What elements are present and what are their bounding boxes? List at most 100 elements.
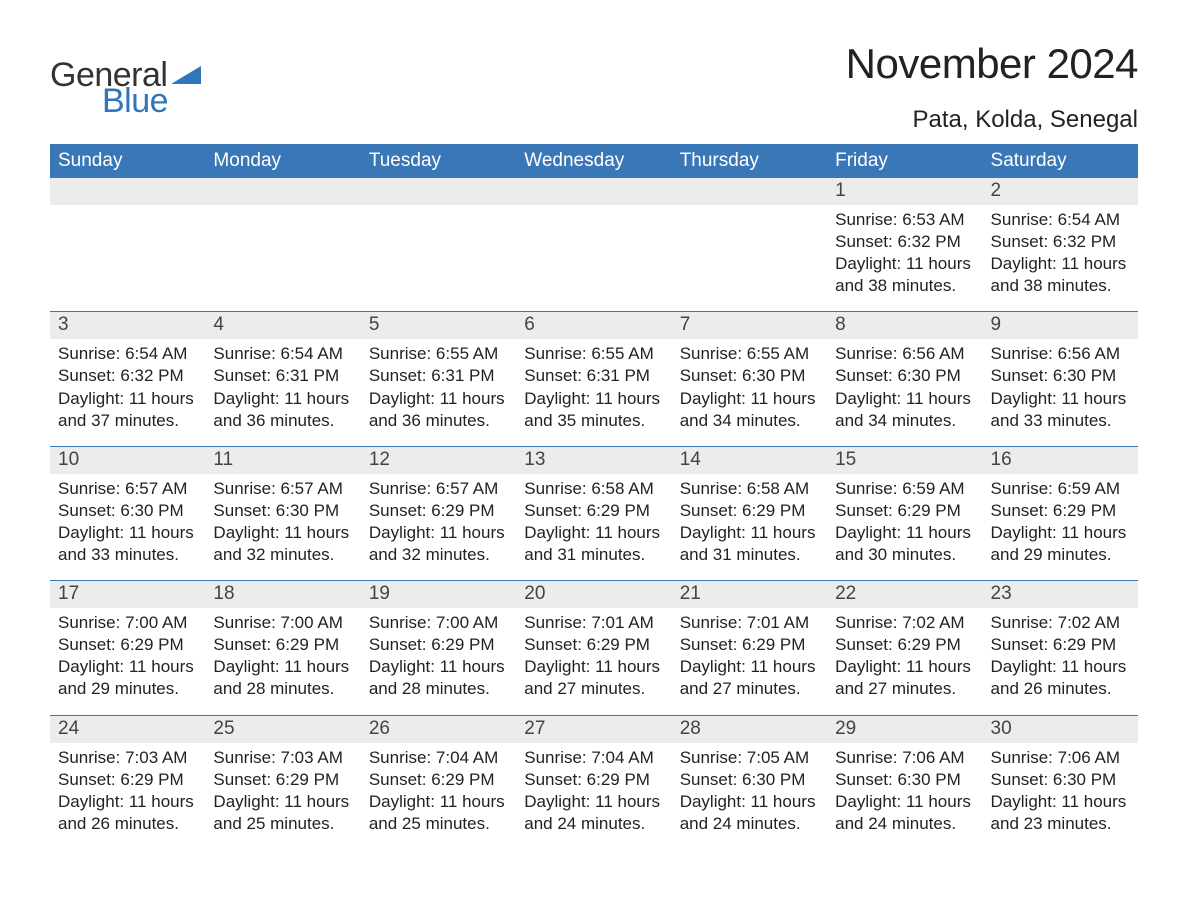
day-cell: 11Sunrise: 6:57 AMSunset: 6:30 PMDayligh… xyxy=(205,446,360,580)
daylight-line: Daylight: 11 hours and 35 minutes. xyxy=(524,388,663,432)
sunset-line: Sunset: 6:32 PM xyxy=(58,365,197,387)
sunrise-line: Sunrise: 7:04 AM xyxy=(524,747,663,769)
day-number: 8 xyxy=(827,312,982,339)
location-subtitle: Pata, Kolda, Senegal xyxy=(846,106,1138,134)
daylight-line: Daylight: 11 hours and 26 minutes. xyxy=(58,791,197,835)
day-details: Sunrise: 7:02 AMSunset: 6:29 PMDaylight:… xyxy=(983,608,1138,700)
day-cell: 29Sunrise: 7:06 AMSunset: 6:30 PMDayligh… xyxy=(827,715,982,849)
week-row: 10Sunrise: 6:57 AMSunset: 6:30 PMDayligh… xyxy=(50,446,1138,580)
day-details: Sunrise: 6:55 AMSunset: 6:31 PMDaylight:… xyxy=(516,339,671,431)
day-number: 21 xyxy=(672,581,827,608)
week-row: 17Sunrise: 7:00 AMSunset: 6:29 PMDayligh… xyxy=(50,580,1138,714)
day-details: Sunrise: 6:55 AMSunset: 6:30 PMDaylight:… xyxy=(672,339,827,431)
day-cell: 8Sunrise: 6:56 AMSunset: 6:30 PMDaylight… xyxy=(827,311,982,445)
sunrise-line: Sunrise: 6:54 AM xyxy=(991,209,1130,231)
day-cell: 17Sunrise: 7:00 AMSunset: 6:29 PMDayligh… xyxy=(50,580,205,714)
logo: General Blue xyxy=(50,58,201,118)
day-cell: 12Sunrise: 6:57 AMSunset: 6:29 PMDayligh… xyxy=(361,446,516,580)
day-details: Sunrise: 6:57 AMSunset: 6:29 PMDaylight:… xyxy=(361,474,516,566)
day-cell: 13Sunrise: 6:58 AMSunset: 6:29 PMDayligh… xyxy=(516,446,671,580)
header-row: General Blue November 2024 Pata, Kolda, … xyxy=(50,40,1138,134)
sunset-line: Sunset: 6:29 PM xyxy=(369,634,508,656)
sunset-line: Sunset: 6:29 PM xyxy=(213,769,352,791)
day-cell: 10Sunrise: 6:57 AMSunset: 6:30 PMDayligh… xyxy=(50,446,205,580)
sunset-line: Sunset: 6:30 PM xyxy=(680,365,819,387)
logo-text-blue: Blue xyxy=(50,84,201,118)
day-details: Sunrise: 7:05 AMSunset: 6:30 PMDaylight:… xyxy=(672,743,827,835)
day-cell xyxy=(361,178,516,311)
day-number: 22 xyxy=(827,581,982,608)
sunrise-line: Sunrise: 7:03 AM xyxy=(58,747,197,769)
sunrise-line: Sunrise: 6:57 AM xyxy=(213,478,352,500)
dow-friday: Friday xyxy=(827,144,982,178)
day-cell: 26Sunrise: 7:04 AMSunset: 6:29 PMDayligh… xyxy=(361,715,516,849)
sunset-line: Sunset: 6:29 PM xyxy=(524,769,663,791)
day-cell: 1Sunrise: 6:53 AMSunset: 6:32 PMDaylight… xyxy=(827,178,982,311)
day-cell: 7Sunrise: 6:55 AMSunset: 6:30 PMDaylight… xyxy=(672,311,827,445)
daylight-line: Daylight: 11 hours and 27 minutes. xyxy=(524,656,663,700)
sunset-line: Sunset: 6:29 PM xyxy=(835,500,974,522)
day-cell xyxy=(50,178,205,311)
sunrise-line: Sunrise: 7:00 AM xyxy=(213,612,352,634)
day-cell: 30Sunrise: 7:06 AMSunset: 6:30 PMDayligh… xyxy=(983,715,1138,849)
sunrise-line: Sunrise: 6:58 AM xyxy=(524,478,663,500)
day-cell: 4Sunrise: 6:54 AMSunset: 6:31 PMDaylight… xyxy=(205,311,360,445)
day-number: 14 xyxy=(672,447,827,474)
sunset-line: Sunset: 6:32 PM xyxy=(835,231,974,253)
day-details: Sunrise: 6:56 AMSunset: 6:30 PMDaylight:… xyxy=(983,339,1138,431)
daylight-line: Daylight: 11 hours and 24 minutes. xyxy=(524,791,663,835)
day-number xyxy=(672,178,827,205)
day-cell: 28Sunrise: 7:05 AMSunset: 6:30 PMDayligh… xyxy=(672,715,827,849)
sunset-line: Sunset: 6:31 PM xyxy=(524,365,663,387)
sunrise-line: Sunrise: 6:59 AM xyxy=(835,478,974,500)
day-cell: 20Sunrise: 7:01 AMSunset: 6:29 PMDayligh… xyxy=(516,580,671,714)
daylight-line: Daylight: 11 hours and 34 minutes. xyxy=(680,388,819,432)
day-number: 25 xyxy=(205,716,360,743)
sunset-line: Sunset: 6:29 PM xyxy=(524,634,663,656)
day-number: 9 xyxy=(983,312,1138,339)
weeks-container: 1Sunrise: 6:53 AMSunset: 6:32 PMDaylight… xyxy=(50,178,1138,849)
day-details: Sunrise: 7:00 AMSunset: 6:29 PMDaylight:… xyxy=(50,608,205,700)
day-number: 5 xyxy=(361,312,516,339)
sunset-line: Sunset: 6:31 PM xyxy=(369,365,508,387)
sunrise-line: Sunrise: 6:55 AM xyxy=(369,343,508,365)
day-number: 6 xyxy=(516,312,671,339)
day-details: Sunrise: 7:04 AMSunset: 6:29 PMDaylight:… xyxy=(361,743,516,835)
day-number xyxy=(516,178,671,205)
day-number: 18 xyxy=(205,581,360,608)
sunset-line: Sunset: 6:29 PM xyxy=(58,634,197,656)
sunrise-line: Sunrise: 7:02 AM xyxy=(835,612,974,634)
daylight-line: Daylight: 11 hours and 33 minutes. xyxy=(58,522,197,566)
day-cell: 16Sunrise: 6:59 AMSunset: 6:29 PMDayligh… xyxy=(983,446,1138,580)
sunset-line: Sunset: 6:29 PM xyxy=(680,634,819,656)
day-number xyxy=(361,178,516,205)
sunrise-line: Sunrise: 7:06 AM xyxy=(835,747,974,769)
sunset-line: Sunset: 6:30 PM xyxy=(213,500,352,522)
daylight-line: Daylight: 11 hours and 36 minutes. xyxy=(369,388,508,432)
daylight-line: Daylight: 11 hours and 25 minutes. xyxy=(369,791,508,835)
day-number: 16 xyxy=(983,447,1138,474)
daylight-line: Daylight: 11 hours and 27 minutes. xyxy=(835,656,974,700)
day-cell xyxy=(672,178,827,311)
day-number: 11 xyxy=(205,447,360,474)
day-details: Sunrise: 7:03 AMSunset: 6:29 PMDaylight:… xyxy=(205,743,360,835)
daylight-line: Daylight: 11 hours and 33 minutes. xyxy=(991,388,1130,432)
sunset-line: Sunset: 6:29 PM xyxy=(524,500,663,522)
day-details: Sunrise: 6:58 AMSunset: 6:29 PMDaylight:… xyxy=(516,474,671,566)
sunset-line: Sunset: 6:30 PM xyxy=(991,769,1130,791)
day-cell: 15Sunrise: 6:59 AMSunset: 6:29 PMDayligh… xyxy=(827,446,982,580)
day-number: 27 xyxy=(516,716,671,743)
sunrise-line: Sunrise: 7:00 AM xyxy=(369,612,508,634)
day-details: Sunrise: 6:56 AMSunset: 6:30 PMDaylight:… xyxy=(827,339,982,431)
sunrise-line: Sunrise: 7:00 AM xyxy=(58,612,197,634)
day-details: Sunrise: 7:01 AMSunset: 6:29 PMDaylight:… xyxy=(672,608,827,700)
sunset-line: Sunset: 6:29 PM xyxy=(213,634,352,656)
day-cell: 19Sunrise: 7:00 AMSunset: 6:29 PMDayligh… xyxy=(361,580,516,714)
daylight-line: Daylight: 11 hours and 37 minutes. xyxy=(58,388,197,432)
day-of-week-header-row: Sunday Monday Tuesday Wednesday Thursday… xyxy=(50,144,1138,178)
day-details: Sunrise: 7:00 AMSunset: 6:29 PMDaylight:… xyxy=(205,608,360,700)
day-details: Sunrise: 7:06 AMSunset: 6:30 PMDaylight:… xyxy=(827,743,982,835)
day-number xyxy=(50,178,205,205)
day-cell: 9Sunrise: 6:56 AMSunset: 6:30 PMDaylight… xyxy=(983,311,1138,445)
day-number: 15 xyxy=(827,447,982,474)
